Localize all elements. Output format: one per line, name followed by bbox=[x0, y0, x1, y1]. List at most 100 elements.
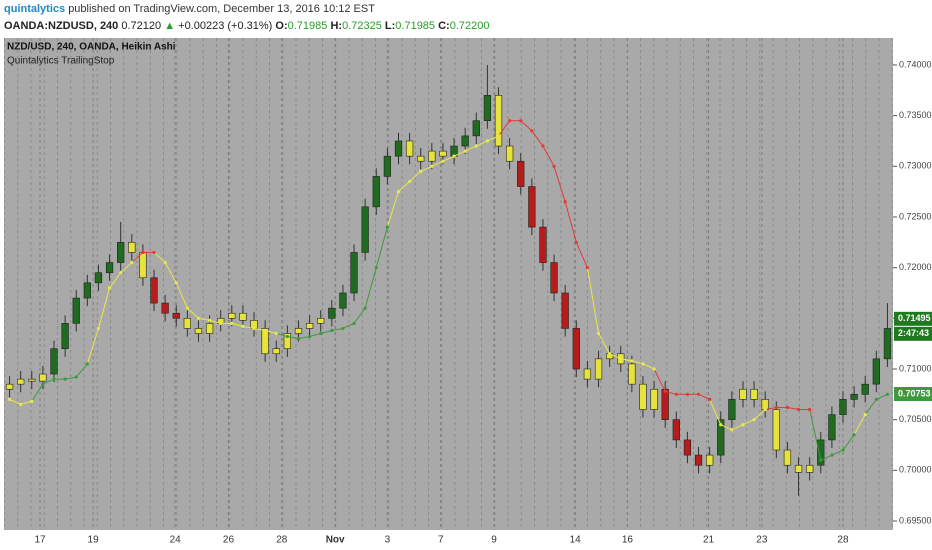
stop-segment bbox=[620, 358, 632, 362]
candle-body bbox=[672, 419, 680, 441]
stop-point bbox=[730, 428, 734, 432]
stop-point bbox=[830, 453, 834, 457]
close: 0.72200 bbox=[449, 20, 490, 32]
x-tick-label: 7 bbox=[438, 535, 444, 546]
price-tag bbox=[894, 387, 932, 402]
stop-point bbox=[141, 250, 145, 255]
stop-segment bbox=[531, 130, 544, 147]
stop-segment bbox=[653, 368, 666, 392]
stop-segment bbox=[520, 120, 533, 132]
candle-body bbox=[839, 399, 847, 415]
candle-body bbox=[883, 328, 892, 360]
candle-body bbox=[872, 358, 880, 385]
stop-point bbox=[296, 336, 301, 341]
stop-point bbox=[196, 316, 201, 320]
stop-segment bbox=[364, 267, 377, 309]
stop-point bbox=[663, 389, 667, 393]
stop-point bbox=[130, 260, 134, 265]
candle-body bbox=[50, 348, 58, 375]
stop-point bbox=[774, 405, 778, 410]
stop-segment bbox=[320, 329, 332, 334]
stop-point bbox=[696, 392, 701, 396]
candle-body bbox=[317, 318, 325, 324]
publish-line: quintalytics published on TradingView.co… bbox=[4, 3, 375, 15]
candle-body bbox=[739, 388, 747, 400]
stop-segment bbox=[876, 393, 888, 400]
candle-body bbox=[161, 302, 169, 314]
indicator-name: Quintalytics TrailingStop bbox=[7, 56, 115, 67]
x-tick-label: 26 bbox=[223, 535, 235, 546]
candle-body bbox=[683, 439, 692, 456]
stop-segment bbox=[831, 449, 844, 456]
candle-body bbox=[505, 145, 514, 162]
l-label: L: bbox=[384, 20, 396, 32]
stop-segment bbox=[353, 307, 366, 324]
candle-body bbox=[28, 378, 36, 382]
up-arrow: ▲ bbox=[164, 20, 176, 32]
candle-body bbox=[94, 272, 103, 284]
stop-point bbox=[819, 458, 823, 462]
stop-point bbox=[485, 139, 489, 143]
candle-body bbox=[783, 449, 792, 466]
stop-point bbox=[30, 399, 34, 404]
x-tick-label: 19 bbox=[88, 535, 100, 546]
stop-segment bbox=[287, 336, 299, 340]
candle-body bbox=[372, 176, 380, 208]
stop-point bbox=[852, 433, 856, 437]
publish-info: published on TradingView.com, December 1… bbox=[68, 3, 375, 15]
x-tick-label: 9 bbox=[491, 535, 497, 546]
candle-body bbox=[150, 277, 158, 304]
candle-body bbox=[283, 333, 292, 350]
stop-segment bbox=[431, 160, 444, 167]
stop-segment bbox=[665, 390, 677, 395]
stop-segment bbox=[731, 424, 744, 431]
stop-segment bbox=[109, 272, 122, 289]
candle-body bbox=[572, 328, 580, 370]
candle-body bbox=[594, 358, 603, 380]
y-tick-label: 0.70000 bbox=[899, 465, 932, 475]
stop-point bbox=[808, 407, 812, 412]
stop-segment bbox=[86, 328, 99, 365]
open: 0.71985 bbox=[287, 20, 328, 32]
chart: NZD/USD, 240, OANDA, Heikin Ashi Quintal… bbox=[4, 38, 932, 550]
stop-segment bbox=[42, 378, 55, 385]
stop-point bbox=[441, 159, 445, 163]
candle-body bbox=[472, 120, 480, 137]
price-tag-label: 0.71495 bbox=[898, 313, 931, 323]
candle-body bbox=[661, 388, 669, 420]
stop-point bbox=[885, 392, 890, 396]
candle-body bbox=[83, 282, 91, 299]
stop-point bbox=[608, 352, 612, 356]
stop-point bbox=[107, 286, 112, 290]
candle-body bbox=[72, 297, 80, 324]
stop-point bbox=[230, 321, 234, 325]
candle-body bbox=[428, 150, 436, 162]
stop-segment bbox=[464, 145, 477, 152]
candle-body bbox=[806, 464, 814, 473]
x-tick-label: Nov bbox=[326, 535, 345, 546]
candle-body bbox=[5, 383, 14, 390]
stop-point bbox=[741, 423, 745, 427]
candle-body bbox=[261, 328, 269, 355]
candle-body bbox=[750, 388, 758, 400]
candle-body bbox=[128, 241, 136, 253]
stop-point bbox=[563, 200, 567, 204]
stop-segment bbox=[386, 191, 399, 228]
stop-segment bbox=[476, 140, 488, 147]
candle-body bbox=[583, 368, 592, 380]
stop-segment bbox=[820, 454, 833, 461]
candle-body bbox=[561, 292, 569, 329]
x-tick-label: 23 bbox=[756, 535, 768, 546]
candle-body bbox=[305, 323, 314, 329]
stop-point bbox=[174, 281, 178, 285]
candle-body bbox=[205, 323, 214, 334]
stop-point bbox=[619, 357, 623, 361]
last-price: 0.72120 bbox=[121, 20, 162, 32]
author[interactable]: quintalytics bbox=[4, 3, 66, 15]
stop-segment bbox=[276, 333, 288, 338]
stop-point bbox=[63, 377, 67, 381]
chart-title: NZD/USD, 240, OANDA, Heikin Ashi bbox=[7, 42, 176, 53]
stop-point bbox=[430, 164, 434, 168]
stop-segment bbox=[631, 360, 644, 365]
stop-point bbox=[119, 271, 123, 275]
